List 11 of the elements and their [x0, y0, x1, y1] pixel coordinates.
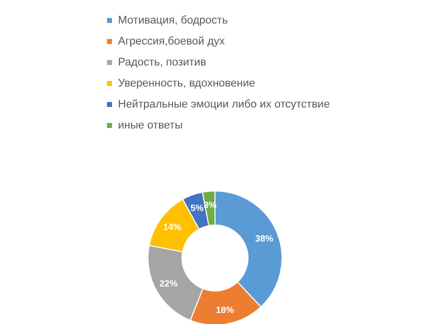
legend-label: Агрессия,боевой дух — [118, 36, 226, 48]
data-label: 14% — [163, 222, 182, 232]
legend-label: иные ответы — [118, 120, 183, 132]
legend-label: Радость, позитив — [118, 56, 206, 68]
data-label: 22% — [160, 278, 178, 289]
legend-label: Мотивация, бодрость — [118, 14, 228, 26]
data-label: 5% — [190, 203, 204, 214]
legend-label: Уверенность, вдохновение — [118, 78, 256, 90]
legend-label: Нейтральные эмоции либо их отсутствие — [118, 98, 330, 110]
data-label: 18% — [216, 305, 234, 316]
data-label: 38% — [255, 233, 274, 244]
